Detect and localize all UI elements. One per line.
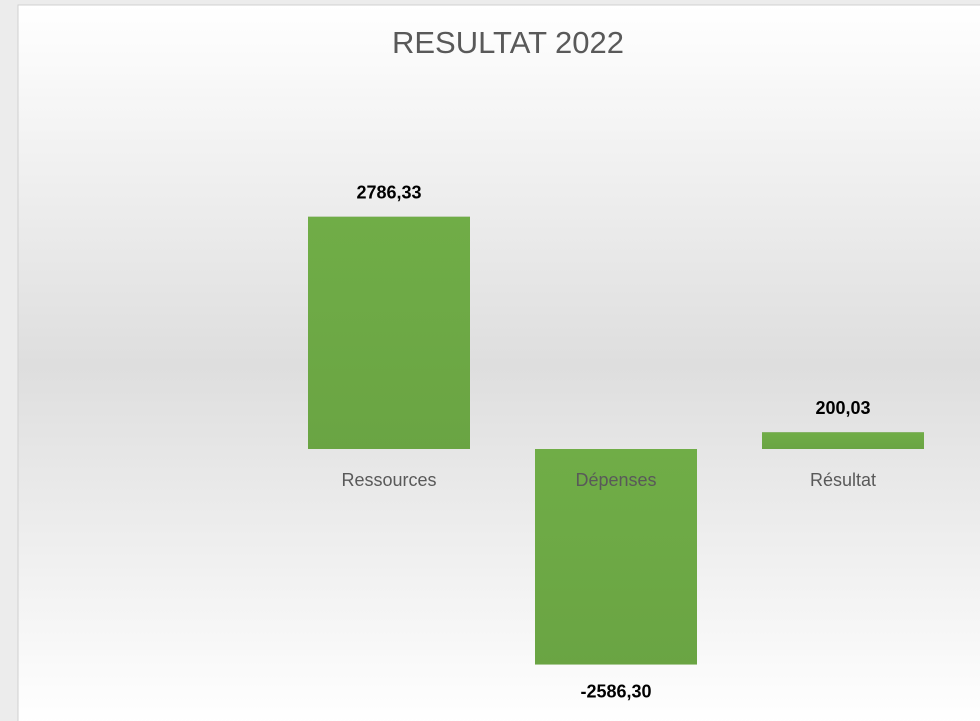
data-label: -2586,30 <box>580 681 651 701</box>
chart-area <box>17 4 980 721</box>
x-tick-label: Résultat <box>810 470 876 490</box>
data-label: 2786,33 <box>356 183 421 203</box>
x-tick-label: Dépenses <box>575 470 656 490</box>
x-tick-label: Ressources <box>341 470 436 490</box>
data-label: 200,03 <box>815 398 870 418</box>
bar <box>535 449 697 665</box>
bar <box>762 432 924 449</box>
chart-title: RESULTAT 2022 <box>392 25 624 60</box>
bar <box>308 216 470 449</box>
